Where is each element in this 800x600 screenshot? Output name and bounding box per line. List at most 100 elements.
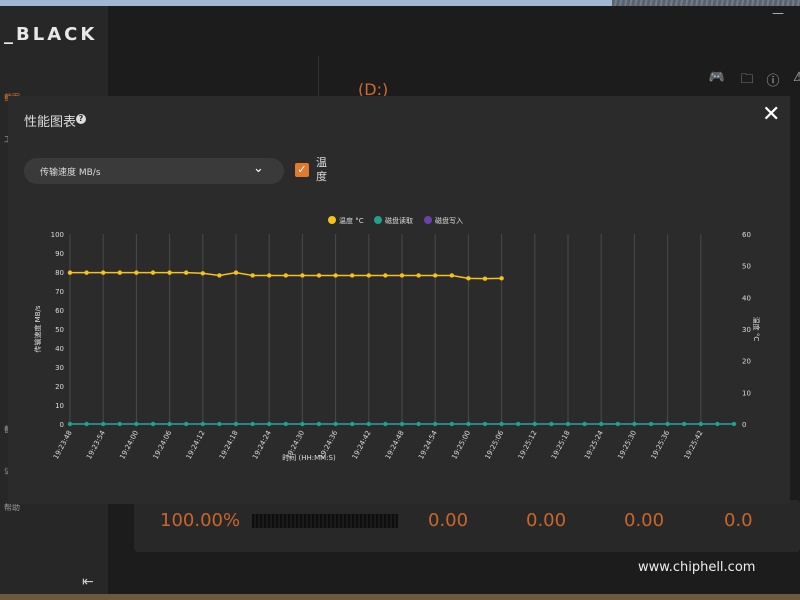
result-percent: 100.00% <box>160 510 241 531</box>
temp-point <box>200 271 205 276</box>
result-value-1: 0.00 <box>428 510 469 531</box>
temp-point <box>366 273 371 278</box>
temp-point <box>416 273 421 278</box>
x-tick-label: 19:25:00 <box>450 429 472 461</box>
info-icon[interactable]: ⓘ <box>766 74 780 89</box>
gamepad-icon[interactable]: 🎮 <box>708 70 726 85</box>
temp-point <box>134 270 139 275</box>
read-point <box>67 421 73 427</box>
read-point <box>399 421 405 427</box>
taskbar-edge <box>0 594 800 600</box>
read-point <box>698 421 703 427</box>
sidebar-item-help[interactable]: 帮助 <box>4 503 20 512</box>
help-icon[interactable]: ? <box>76 114 86 124</box>
legend-label: 磁盘写入 <box>435 216 463 225</box>
performance-chart: 温度 °C 磁盘读取 磁盘写入 19:23:48 19:23:54 19:24:00 19:… <box>33 216 761 462</box>
temp-point <box>283 273 288 278</box>
result-value-2: 0.00 <box>526 510 567 531</box>
read-point <box>316 421 322 427</box>
x-tick-label: 19:25:18 <box>550 429 572 461</box>
x-tick-label: 19:23:54 <box>85 429 107 461</box>
temp-point <box>333 273 338 278</box>
read-point <box>200 421 205 427</box>
close-icon[interactable]: ✕ <box>762 102 781 127</box>
x-tick-label: 19:24:06 <box>152 429 174 461</box>
temp-point <box>184 270 189 275</box>
performance-chart-dialog: 性能图表 ? ✕ 传输速度 MB/s ⌄ ✓ 温度 温度 °C 磁盘读取 磁盘写入 1… <box>8 96 790 504</box>
read-point <box>648 421 654 427</box>
temperature-checkbox[interactable]: ✓ <box>295 163 309 177</box>
legend-marker <box>374 216 382 224</box>
brand-logo: _BLACK <box>4 24 98 45</box>
read-point <box>665 421 670 427</box>
y-tick-label: 60 <box>55 307 64 315</box>
read-point <box>134 421 139 427</box>
metric-select[interactable]: 传输速度 MB/s ⌄ <box>24 158 284 184</box>
temp-point <box>84 270 89 275</box>
read-point <box>565 421 571 427</box>
y-tick-label: 40 <box>55 345 64 353</box>
read-point <box>383 421 388 427</box>
temp-point <box>316 273 322 278</box>
read-point <box>482 421 488 427</box>
x-tick-label: 19:24:18 <box>218 429 240 461</box>
temp-point <box>482 276 488 281</box>
y2-tick-label: 10 <box>742 389 751 397</box>
x-tick-label: 19:25:24 <box>583 429 605 461</box>
read-point <box>499 421 504 427</box>
read-point <box>250 421 255 427</box>
temp-point <box>300 273 305 278</box>
legend-label: 温度 °C <box>339 216 364 225</box>
x-tick-label: 19:24:12 <box>185 429 207 461</box>
temp-point <box>466 276 471 281</box>
temp-point <box>167 270 172 275</box>
read-point <box>715 421 720 427</box>
divider <box>318 56 319 96</box>
y-axis-title: 传输速度 MB/s <box>33 305 42 352</box>
y-tick-label: 70 <box>55 288 64 296</box>
read-point <box>283 421 288 427</box>
metric-select-value: 传输速度 MB/s <box>40 168 101 178</box>
x-tick-label: 19:24:00 <box>118 429 140 461</box>
y2-tick-label: 50 <box>742 263 751 271</box>
folder-icon[interactable]: 🗀 <box>740 72 754 87</box>
temp-point <box>267 273 272 278</box>
collapse-sidebar-icon[interactable]: ⇤ <box>82 574 94 590</box>
read-point <box>549 421 554 427</box>
read-point <box>101 421 106 427</box>
drive-label: (D:) <box>358 80 389 99</box>
temp-point <box>449 273 454 278</box>
temp-point <box>433 273 438 278</box>
read-point <box>532 421 537 427</box>
x-tick-label: 19:24:48 <box>384 429 406 461</box>
alert-icon[interactable]: ⚠ <box>793 70 800 85</box>
minimize-icon[interactable]: — <box>772 6 784 20</box>
temp-point <box>250 273 255 278</box>
y-tick-label: 80 <box>55 269 64 277</box>
x-tick-label: 19:25:36 <box>650 429 672 461</box>
chevron-down-icon: ⌄ <box>253 161 264 176</box>
read-point <box>599 421 604 427</box>
read-point <box>84 421 89 427</box>
read-point <box>731 421 737 427</box>
temp-point <box>233 270 239 275</box>
read-point <box>682 421 687 427</box>
read-point <box>350 421 355 427</box>
x-tick-label: 19:24:24 <box>251 429 273 461</box>
read-point <box>233 421 239 427</box>
y-tick-label: 20 <box>55 383 64 391</box>
result-value-4: 0.0 <box>724 510 753 531</box>
result-value-3: 0.00 <box>624 510 665 531</box>
x-axis-title: 时间 (HH:MM:S) <box>282 453 336 462</box>
y2-tick-label: 20 <box>742 358 751 366</box>
read-point <box>300 421 305 427</box>
read-point <box>582 421 587 427</box>
y2-tick-label: 30 <box>742 326 751 334</box>
y-tick-label: 0 <box>60 421 64 429</box>
read-point <box>267 421 272 427</box>
y2-tick-label: 60 <box>742 231 751 239</box>
read-point <box>632 421 637 427</box>
y2-tick-label: 40 <box>742 294 751 302</box>
x-tick-label: 19:25:12 <box>517 429 539 461</box>
y-tick-label: 30 <box>55 364 64 372</box>
